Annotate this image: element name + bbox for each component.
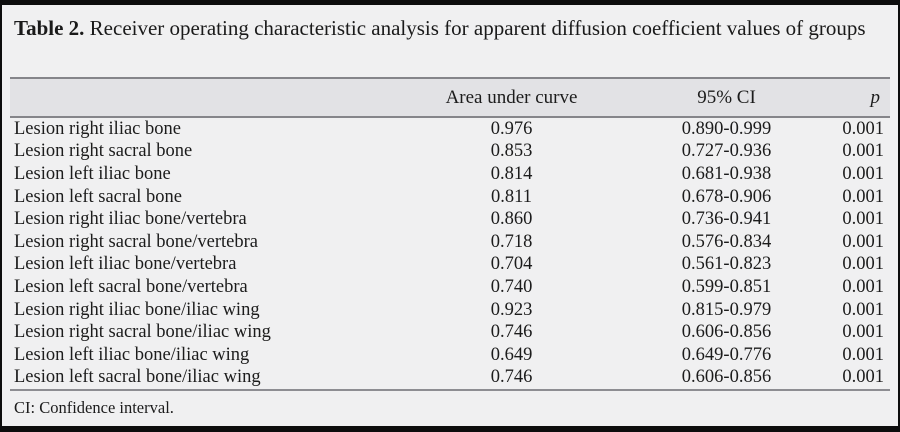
cell-p: 0.001: [842, 344, 884, 365]
cell-p: 0.001: [842, 276, 884, 297]
table-row: Lesion left sacral bone/iliac wing 0.746…: [10, 367, 890, 390]
table-row: Lesion right iliac bone 0.976 0.890-0.99…: [10, 118, 890, 141]
cell-auc: 0.923: [490, 299, 533, 320]
cell-group-name: Lesion left iliac bone/vertebra: [14, 254, 237, 275]
table-top-rule: [10, 77, 890, 79]
cell-ci: 0.606-0.856: [681, 322, 772, 343]
cell-auc: 0.814: [490, 163, 533, 184]
cell-ci: 0.649-0.776: [681, 344, 772, 365]
cell-p: 0.001: [842, 367, 884, 388]
cell-auc: 0.746: [490, 367, 533, 388]
table-row: Lesion right sacral bone/vertebra 0.718 …: [10, 231, 890, 254]
cell-ci: 0.681-0.938: [681, 163, 772, 184]
cell-p: 0.001: [842, 322, 884, 343]
table-header-row: Area under curve 95% CI p: [10, 79, 890, 116]
cell-ci: 0.606-0.856: [681, 367, 772, 388]
cell-group-name: Lesion right sacral bone: [14, 141, 193, 162]
cell-auc: 0.746: [490, 322, 533, 343]
cell-ci: 0.727-0.936: [681, 141, 772, 162]
cell-group-name: Lesion left sacral bone/vertebra: [14, 276, 248, 297]
cell-p: 0.001: [842, 118, 884, 139]
table-row: Lesion left iliac bone/vertebra 0.704 0.…: [10, 254, 890, 277]
cell-group-name: Lesion left iliac bone/iliac wing: [14, 344, 250, 365]
table-caption-text: Receiver operating characteristic analys…: [84, 16, 866, 40]
cell-p: 0.001: [842, 209, 884, 230]
cell-p: 0.001: [842, 163, 884, 184]
cell-ci: 0.736-0.941: [681, 209, 772, 230]
table-row: Lesion left iliac bone/iliac wing 0.649 …: [10, 344, 890, 367]
cell-group-name: Lesion right iliac bone: [14, 118, 181, 139]
column-header-ci: 95% CI: [697, 86, 756, 108]
table-row: Lesion right iliac bone/iliac wing 0.923…: [10, 299, 890, 322]
cell-auc: 0.649: [490, 344, 533, 365]
cell-auc: 0.811: [491, 186, 532, 207]
cell-p: 0.001: [842, 299, 884, 320]
table-body: Lesion right iliac bone 0.976 0.890-0.99…: [10, 118, 890, 389]
table-row: Lesion right sacral bone/iliac wing 0.74…: [10, 321, 890, 344]
cell-group-name: Lesion left iliac bone: [14, 163, 171, 184]
column-header-auc: Area under curve: [445, 86, 578, 108]
cell-auc: 0.740: [490, 276, 533, 297]
cell-auc: 0.704: [490, 254, 533, 275]
cell-group-name: Lesion left sacral bone/iliac wing: [14, 367, 261, 388]
cell-auc: 0.976: [490, 118, 533, 139]
cell-p: 0.001: [842, 141, 884, 162]
cell-auc: 0.718: [490, 231, 533, 252]
roc-table: Area under curve 95% CI p Lesion right i…: [10, 77, 890, 392]
column-header-p: p: [870, 86, 881, 108]
cell-ci: 0.576-0.834: [681, 231, 772, 252]
table-row: Lesion right iliac bone/vertebra 0.860 0…: [10, 208, 890, 231]
table-row: Lesion left sacral bone/vertebra 0.740 0…: [10, 276, 890, 299]
cell-p: 0.001: [842, 254, 884, 275]
cell-group-name: Lesion right iliac bone/vertebra: [14, 209, 247, 230]
table-footnote: CI: Confidence interval.: [14, 398, 174, 418]
header-bottom-rule: [10, 116, 890, 118]
cell-ci: 0.599-0.851: [681, 276, 772, 297]
table-caption: Table 2. Receiver operating characterist…: [2, 5, 898, 77]
table-row: Lesion left iliac bone 0.814 0.681-0.938…: [10, 163, 890, 186]
cell-group-name: Lesion right iliac bone/iliac wing: [14, 299, 260, 320]
cell-p: 0.001: [842, 186, 884, 207]
cell-auc: 0.853: [490, 141, 533, 162]
table-bottom-rule: [10, 389, 890, 392]
cell-group-name: Lesion right sacral bone/vertebra: [14, 231, 258, 252]
cell-p: 0.001: [842, 231, 884, 252]
cell-auc: 0.860: [490, 209, 533, 230]
cell-ci: 0.561-0.823: [681, 254, 772, 275]
cell-ci: 0.890-0.999: [681, 118, 772, 139]
cell-ci: 0.815-0.979: [681, 299, 772, 320]
cell-group-name: Lesion left sacral bone: [14, 186, 182, 207]
table-row: Lesion left sacral bone 0.811 0.678-0.90…: [10, 186, 890, 209]
table-row: Lesion right sacral bone 0.853 0.727-0.9…: [10, 141, 890, 164]
cell-group-name: Lesion right sacral bone/iliac wing: [14, 322, 271, 343]
cell-ci: 0.678-0.906: [681, 186, 772, 207]
table-caption-label: Table 2.: [14, 16, 85, 40]
